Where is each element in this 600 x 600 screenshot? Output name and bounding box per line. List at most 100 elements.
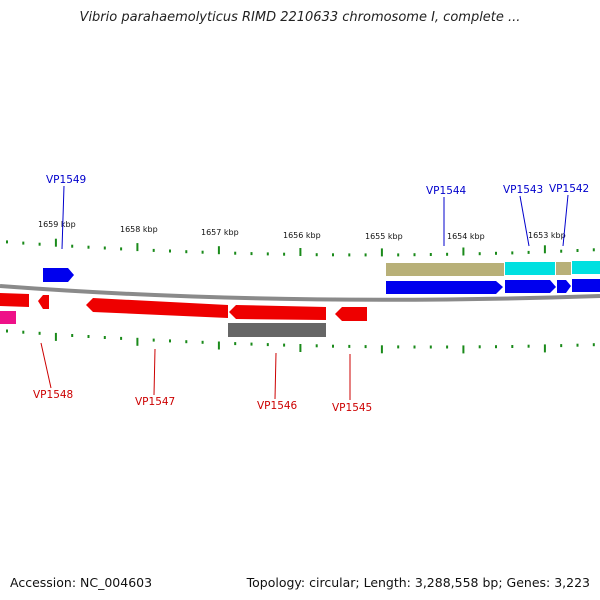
- major-tick: [54, 238, 57, 247]
- major-tick: [462, 345, 465, 354]
- minor-tick: [6, 240, 8, 244]
- major-tick: [380, 345, 383, 354]
- scale-label-1658: 1658 kbp: [120, 225, 158, 234]
- gene-red-edge[interactable]: [0, 293, 29, 307]
- minor-tick: [429, 345, 432, 349]
- minor-tick: [152, 248, 155, 252]
- minor-tick: [576, 343, 579, 347]
- scale-label-1659: 1659 kbp: [38, 220, 76, 229]
- gene-cyan-2[interactable]: [572, 261, 600, 274]
- major-tick: [217, 341, 220, 350]
- minor-tick: [364, 253, 367, 257]
- minor-tick: [234, 342, 237, 346]
- label-VP1547[interactable]: VP1547: [135, 396, 175, 408]
- major-tick: [462, 247, 465, 256]
- gene-blue-edge[interactable]: [572, 279, 600, 292]
- gene-VP1543[interactable]: [505, 280, 556, 293]
- minor-tick: [364, 345, 367, 349]
- minor-tick: [250, 252, 253, 256]
- minor-tick: [332, 253, 334, 257]
- major-tick: [543, 245, 546, 254]
- minor-tick: [185, 340, 188, 344]
- minor-tick: [560, 249, 563, 253]
- chromosome-backbone: [0, 284, 600, 302]
- minor-tick: [38, 242, 41, 246]
- minor-tick: [169, 339, 171, 343]
- reverse-strand-genes: [0, 293, 367, 337]
- minor-tick: [576, 249, 579, 252]
- minor-tick: [266, 252, 269, 256]
- minor-tick: [71, 334, 74, 337]
- scale-label-1654: 1654 kbp: [447, 232, 485, 241]
- forward-strand-genes: [43, 261, 600, 294]
- minor-tick: [250, 342, 253, 346]
- minor-tick: [527, 250, 530, 254]
- scale-label-1657: 1657 kbp: [201, 228, 239, 237]
- gene-VP1542[interactable]: [557, 280, 571, 293]
- label-VP1546[interactable]: VP1546: [257, 400, 298, 412]
- minor-tick: [495, 345, 497, 349]
- minor-tick: [103, 336, 106, 339]
- leader-VP1549: [61, 185, 65, 250]
- minor-tick: [527, 344, 530, 348]
- major-tick: [54, 332, 57, 341]
- label-VP1544[interactable]: VP1544: [426, 185, 467, 197]
- minor-tick: [446, 345, 449, 349]
- minor-tick: [348, 344, 351, 348]
- major-tick: [136, 243, 139, 252]
- label-VP1548[interactable]: VP1548: [33, 389, 73, 401]
- minor-tick: [478, 252, 481, 256]
- minor-tick: [120, 247, 123, 251]
- minor-tick: [315, 253, 318, 257]
- leader-VP1546: [274, 352, 277, 400]
- minor-tick: [22, 330, 25, 334]
- minor-tick: [6, 329, 8, 333]
- major-tick: [299, 344, 302, 352]
- leader-VP1543: [519, 195, 530, 247]
- label-VP1543[interactable]: VP1543: [503, 184, 543, 196]
- gene-magenta-edge[interactable]: [0, 311, 16, 324]
- minor-tick: [511, 345, 514, 348]
- topology-text: Topology: circular; Length: 3,288,558 bp…: [246, 575, 590, 590]
- major-tick: [543, 344, 546, 353]
- gene-gray[interactable]: [228, 323, 326, 337]
- minor-tick: [120, 336, 123, 340]
- label-VP1542[interactable]: VP1542: [549, 183, 589, 195]
- gene-VP1549[interactable]: [43, 268, 74, 282]
- minor-tick: [495, 251, 497, 255]
- gene-tan-2[interactable]: [556, 262, 571, 275]
- scale-label-1653: 1653 kbp: [528, 231, 566, 240]
- gene-VP1546[interactable]: [229, 305, 326, 320]
- leader-VP1542: [562, 194, 569, 247]
- major-tick: [136, 337, 139, 346]
- gene-cyan-1[interactable]: [505, 262, 555, 275]
- scale-label-1656: 1656 kbp: [283, 231, 321, 240]
- minor-tick: [348, 253, 351, 257]
- minor-tick: [397, 345, 400, 349]
- minor-tick: [413, 253, 416, 257]
- minor-tick: [315, 344, 318, 348]
- label-VP1545[interactable]: VP1545: [332, 402, 372, 414]
- minor-tick: [169, 249, 171, 253]
- minor-tick: [429, 253, 432, 256]
- scale-label-1655: 1655 kbp: [365, 232, 403, 241]
- accession-text: Accession: NC_004603: [10, 575, 153, 590]
- outer-tick-row: [6, 238, 595, 257]
- leader-VP1547: [153, 348, 156, 396]
- leader-VP1548: [40, 342, 52, 389]
- minor-tick: [283, 343, 286, 347]
- gene-tan-1[interactable]: [386, 263, 504, 276]
- minor-tick: [397, 253, 400, 257]
- minor-tick: [413, 345, 416, 349]
- major-tick: [217, 246, 220, 255]
- minor-tick: [71, 244, 74, 248]
- gene-VP1548[interactable]: [38, 295, 49, 309]
- gene-VP1544[interactable]: [386, 281, 503, 294]
- gene-VP1547[interactable]: [86, 298, 228, 318]
- gene-VP1545[interactable]: [335, 307, 367, 321]
- minor-tick: [103, 246, 106, 250]
- minor-tick: [560, 344, 563, 348]
- label-VP1549[interactable]: VP1549: [46, 174, 86, 186]
- minor-tick: [332, 344, 334, 348]
